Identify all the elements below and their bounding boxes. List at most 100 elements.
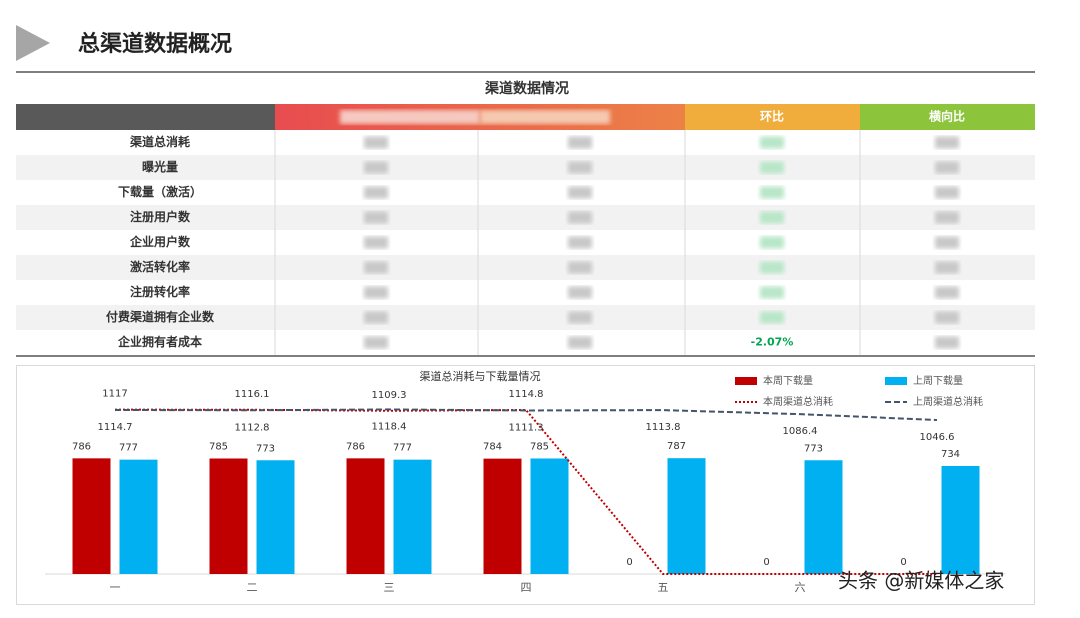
blurred-cell [935,236,959,249]
row-label: 曝光量 [142,159,178,174]
bar-label: 786 [346,441,365,452]
blurred-cell [760,286,784,299]
bar [119,459,158,574]
blurred-cell [760,236,784,249]
bar [941,465,980,574]
bar-label: 785 [530,441,549,452]
blurred-cell [760,161,784,174]
blurred-cell [935,286,959,299]
line-label: 1116.1 [235,389,270,400]
row-bg [16,205,1035,230]
bar-label: 0 [900,557,906,568]
line-label: 1114.7 [98,422,133,433]
page-title: 总渠道数据概况 [78,31,232,57]
line-label: 1112.8 [235,422,270,433]
blurred-cell [760,311,784,324]
blurred-cell [760,136,784,149]
x-tick-label: 六 [795,581,806,594]
blurred-cell [568,236,592,249]
blurred-cell [935,261,959,274]
blurred-cell [568,261,592,274]
blurred-cell [568,286,592,299]
row-bg [16,155,1035,180]
blurred-cell [568,161,592,174]
blurred-cell [935,211,959,224]
line-label: 1118.4 [372,421,407,432]
blurred-cell [568,186,592,199]
bar-label: 785 [209,441,228,452]
table-title: 渠道数据情况 [484,80,569,97]
x-tick-label: 二 [247,581,258,594]
bar [209,458,248,574]
bar-label: 777 [393,443,412,454]
title-arrow [16,25,50,61]
blurred-cell [568,336,592,349]
chart-frame [16,365,1035,605]
line-label: 1111.3 [509,422,544,433]
row-label: 企业用户数 [129,234,191,249]
blurred-cell [935,311,959,324]
bar-label: 786 [72,441,91,452]
bar-label: 777 [119,443,138,454]
blurred-cell [364,161,388,174]
blurred-cell [568,311,592,324]
bar [530,458,569,574]
header-cell [685,104,860,130]
row-bg [16,255,1035,280]
line-label: 1109.3 [372,390,407,401]
blurred-cell [935,161,959,174]
bar-label: 773 [804,443,823,454]
bar [483,458,522,574]
blurred-cell [935,136,959,149]
legend-label: 上周下载量 [913,375,963,387]
line-label: 1114.8 [509,389,544,400]
header-text: 环比 [760,109,784,124]
blurred-cell [364,211,388,224]
blurred-cell [935,336,959,349]
bar [393,459,432,574]
blurred-cell [568,136,592,149]
blurred-cell [568,211,592,224]
row-label: 渠道总消耗 [130,134,190,149]
blurred-cell [364,236,388,249]
x-tick-label: 五 [658,581,669,594]
watermark: 头条 @新媒体之家 [838,569,1004,593]
x-tick-label: 一 [110,581,121,594]
bar-label: 773 [256,443,275,454]
header-cell [16,104,275,130]
legend-label: 本周渠道总消耗 [763,395,833,408]
bar-label: 0 [763,557,769,568]
row-label: 注册转化率 [130,284,190,299]
blurred-cell [364,261,388,274]
line-label: 1117 [102,389,127,400]
bar-label: 784 [483,442,502,453]
bar-label: 734 [941,449,960,460]
line-label: 1046.6 [920,432,955,443]
blur [340,110,480,124]
blurred-cell [364,336,388,349]
blurred-cell [364,136,388,149]
row-label: 注册用户数 [130,209,191,224]
legend-swatch [735,377,757,385]
bar [667,458,706,574]
row-label: 企业拥有者成本 [117,334,202,349]
bar [72,458,111,574]
line-label: 1113.8 [646,422,681,433]
bar [804,460,843,574]
line-label: 1086.4 [783,426,818,437]
row-label: 下载量（激活） [118,184,202,199]
header-text: 横向比 [929,109,965,124]
legend-swatch [885,377,907,385]
blurred-cell [935,186,959,199]
bar [256,460,295,574]
blurred-cell [364,311,388,324]
row-bg [16,305,1035,330]
ratio-value: -2.07% [751,336,794,349]
legend-label: 上周渠道总消耗 [913,395,983,408]
row-label: 激活转化率 [130,259,190,274]
blurred-cell [760,186,784,199]
blur [480,110,610,124]
x-tick-label: 三 [384,581,395,594]
bar-label: 787 [667,441,686,452]
